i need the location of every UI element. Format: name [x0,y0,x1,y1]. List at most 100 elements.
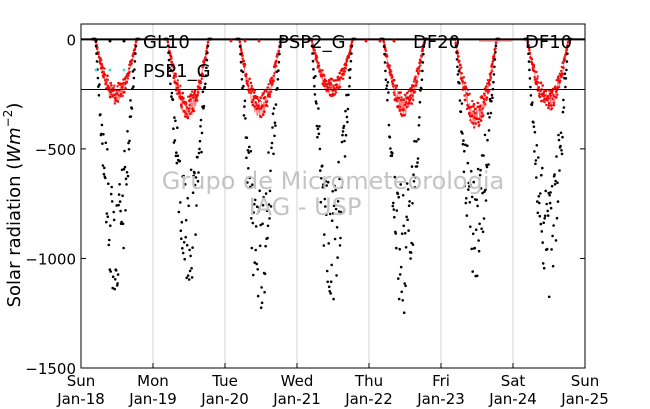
series-gl10-point [343,139,346,143]
series-psp2g-point [258,99,261,103]
series-psp2g-point [106,78,110,82]
series-gl10-point [133,60,137,63]
series-gl10-point [416,157,420,160]
series-psp2g-point [484,103,487,106]
series-gl10-point [179,201,182,204]
series-gl10-point [554,239,558,242]
series-psp2g-point [128,67,131,70]
series-psp2g-point [474,112,477,115]
series-psp2g-point [482,113,485,117]
series-df20-point [487,80,491,84]
series-psp2g-point [392,91,395,94]
series-psp2g-point [131,58,134,61]
series-gl10-point [255,205,259,208]
series-gl10-point [200,150,203,154]
series-psp2g-point [342,77,345,81]
series-gl10-point [348,76,352,79]
series-psp2g-point [170,61,174,64]
series-gl10-point [485,165,489,169]
series-gl10-point [344,109,347,113]
series-gl10-point [118,183,121,186]
series-gl10-point [113,287,116,291]
series-gl10-point [110,200,114,203]
series-psp2g-point [489,76,493,80]
series-psp2g-point [405,101,408,104]
series-df20-point [408,98,412,102]
series-psp2g-point [477,101,480,105]
series-psp2g-point [319,68,322,72]
x-tick-label-day: Sun [67,372,96,390]
series-psp2g-point [338,85,342,89]
series-df20-point [332,79,336,82]
series-gl10-point [173,116,176,119]
series-df20-point [385,54,389,58]
series-psp2g-point [463,94,466,97]
series-gl10-point [564,85,567,89]
series-gl10-point [414,176,417,179]
series-df20-point [121,86,124,89]
series-df20-point [116,100,120,103]
series-gl10-point [489,111,493,115]
series-gl10-point [189,254,192,258]
series-df20-point [474,122,478,125]
series-gl10-point [107,243,111,247]
series-gl10-point [535,176,538,179]
series-gl10-point [101,142,104,145]
series-df20-point [395,84,399,87]
series-df20-point [115,92,119,95]
series-psp2g-point [244,75,248,78]
series-gl10-point [385,84,389,87]
legend-label-df20: DF20 [413,32,460,53]
series-gl10-point [413,139,416,143]
series-df20-point [397,96,401,100]
series-gl10-point [349,59,353,63]
series-gl10-point [320,177,323,180]
series-gl10-point [248,145,251,149]
series-df20-point [242,59,245,63]
x-tick-label-date: Jan-24 [488,390,537,408]
series-psp2g-point [565,48,569,51]
series-gl10-point [325,269,329,273]
series-psp2g-point [460,72,464,75]
series-gl10-point [182,174,185,178]
series-gl10-point [399,265,403,269]
series-gl10-point [464,201,468,205]
x-tick-label-date: Jan-22 [344,390,393,408]
series-gl10-point [465,214,469,217]
series-gl10-point [536,200,539,203]
series-psp2g-point [563,58,567,61]
series-df20-point [472,122,475,125]
series-gl10-point [252,211,256,214]
series-gl10-point [467,181,471,185]
series-gl10-point [102,172,106,176]
series-df20-point [202,61,206,64]
series-psp2g-point [403,98,406,101]
series-df20-point [488,83,491,86]
series-gl10-point [125,171,129,174]
series-gl10-point [398,273,402,276]
series-gl10-point [273,121,277,124]
series-psp2g-point [556,93,559,96]
series-psp2g-point [537,81,540,84]
series-psp2g-point [552,101,556,105]
legend-item-gl10: GL10 [94,32,190,53]
series-gl10-point [124,177,128,181]
series-gl10-point [341,133,344,137]
series-df20-point [261,113,265,116]
series-gl10-point [405,215,408,219]
series-gl10-point [101,164,105,167]
series-df20-point [257,104,260,107]
series-df20-point [243,65,246,68]
series-gl10-point [261,203,265,207]
series-gl10-point [411,202,414,205]
series-psp2g-point [395,100,399,103]
series-gl10-point [409,251,413,254]
series-gl10-point [551,234,554,238]
series-gl10-point [206,51,209,55]
series-gl10-point [482,154,485,157]
series-psp2g-point [414,90,417,94]
x-tick-label-date: Jan-25 [560,390,609,408]
series-psp2g-point [200,77,203,81]
series-gl10-point [546,214,550,217]
series-gl10-point [318,147,322,151]
